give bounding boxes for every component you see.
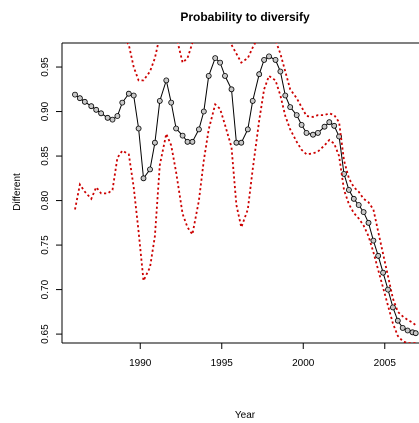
data-point	[380, 269, 387, 276]
data-point	[72, 91, 78, 98]
data-point	[355, 202, 362, 208]
data-point	[326, 119, 333, 126]
data-point	[156, 98, 163, 104]
data-point	[360, 209, 367, 216]
data-point	[88, 103, 95, 110]
data-point	[394, 317, 401, 324]
y-axis-label: Different	[12, 173, 23, 211]
data-point	[81, 98, 88, 105]
data-point	[93, 106, 100, 113]
y-tick-label: 0.90	[40, 101, 51, 121]
data-point	[321, 123, 328, 130]
data-point	[195, 126, 202, 133]
data-point	[266, 53, 272, 60]
chart-title: Probability to diversify	[180, 10, 310, 24]
data-point	[147, 166, 153, 173]
data-point	[189, 138, 196, 145]
data-point	[412, 330, 419, 337]
series-line-estimate	[74, 55, 416, 334]
data-point	[314, 129, 321, 136]
y-tick-label: 0.70	[40, 279, 51, 299]
data-point	[298, 122, 305, 128]
data-point	[217, 59, 224, 66]
y-tick-label: 0.85	[40, 146, 51, 166]
data-point	[389, 304, 396, 311]
y-tick-label: 0.75	[40, 235, 51, 255]
data-point	[135, 125, 142, 132]
data-point	[109, 116, 116, 123]
data-point	[125, 90, 132, 97]
data-point	[114, 113, 121, 119]
x-tick-label: 1995	[211, 358, 234, 369]
data-point	[98, 110, 104, 117]
plot-frame	[61, 42, 419, 344]
data-point	[238, 139, 245, 146]
data-point	[370, 237, 377, 244]
data-point	[104, 114, 111, 121]
data-point	[151, 139, 158, 146]
data-point	[365, 219, 372, 226]
x-axis: 1990 1995 2000 2005	[129, 343, 396, 369]
data-point	[184, 138, 191, 145]
data-point	[256, 71, 263, 78]
x-tick-label: 2005	[374, 358, 397, 369]
data-point	[282, 92, 289, 99]
data-point	[228, 86, 235, 93]
data-point	[303, 129, 310, 136]
data-point	[277, 68, 284, 75]
data-point	[287, 104, 294, 110]
data-point	[200, 108, 207, 115]
data-point	[140, 175, 147, 182]
x-tick-label: 2000	[292, 358, 315, 369]
data-point	[168, 99, 175, 106]
data-point	[404, 327, 411, 334]
data-point	[119, 99, 126, 106]
data-point	[179, 132, 186, 139]
data-point	[375, 252, 382, 259]
data-point	[272, 57, 279, 63]
data-point	[350, 195, 357, 202]
y-tick-label: 0.65	[40, 324, 51, 344]
data-point	[205, 73, 212, 79]
data-point	[130, 92, 137, 99]
data-point	[163, 77, 170, 84]
data-point	[310, 131, 316, 138]
x-tick-label: 1990	[129, 358, 152, 369]
data-point	[293, 112, 300, 118]
data-point	[399, 324, 406, 331]
y-tick-label: 0.95	[40, 57, 51, 77]
data-point	[331, 122, 338, 129]
y-axis: 0.65 0.70 0.75 0.80 0.85 0.90 0.95	[40, 57, 62, 344]
data-point	[233, 139, 240, 146]
y-tick-label: 0.80	[40, 190, 51, 210]
data-point	[222, 73, 228, 79]
data-point	[345, 186, 352, 193]
data-point	[244, 126, 251, 133]
data-point	[385, 286, 391, 293]
data-point	[249, 98, 256, 104]
series-line-upper-bound	[126, 43, 417, 326]
series-layer	[72, 43, 419, 343]
x-axis-label: Year	[235, 410, 256, 421]
data-point	[173, 125, 180, 132]
data-point	[77, 95, 83, 102]
data-point	[212, 55, 219, 61]
data-point	[261, 57, 268, 63]
